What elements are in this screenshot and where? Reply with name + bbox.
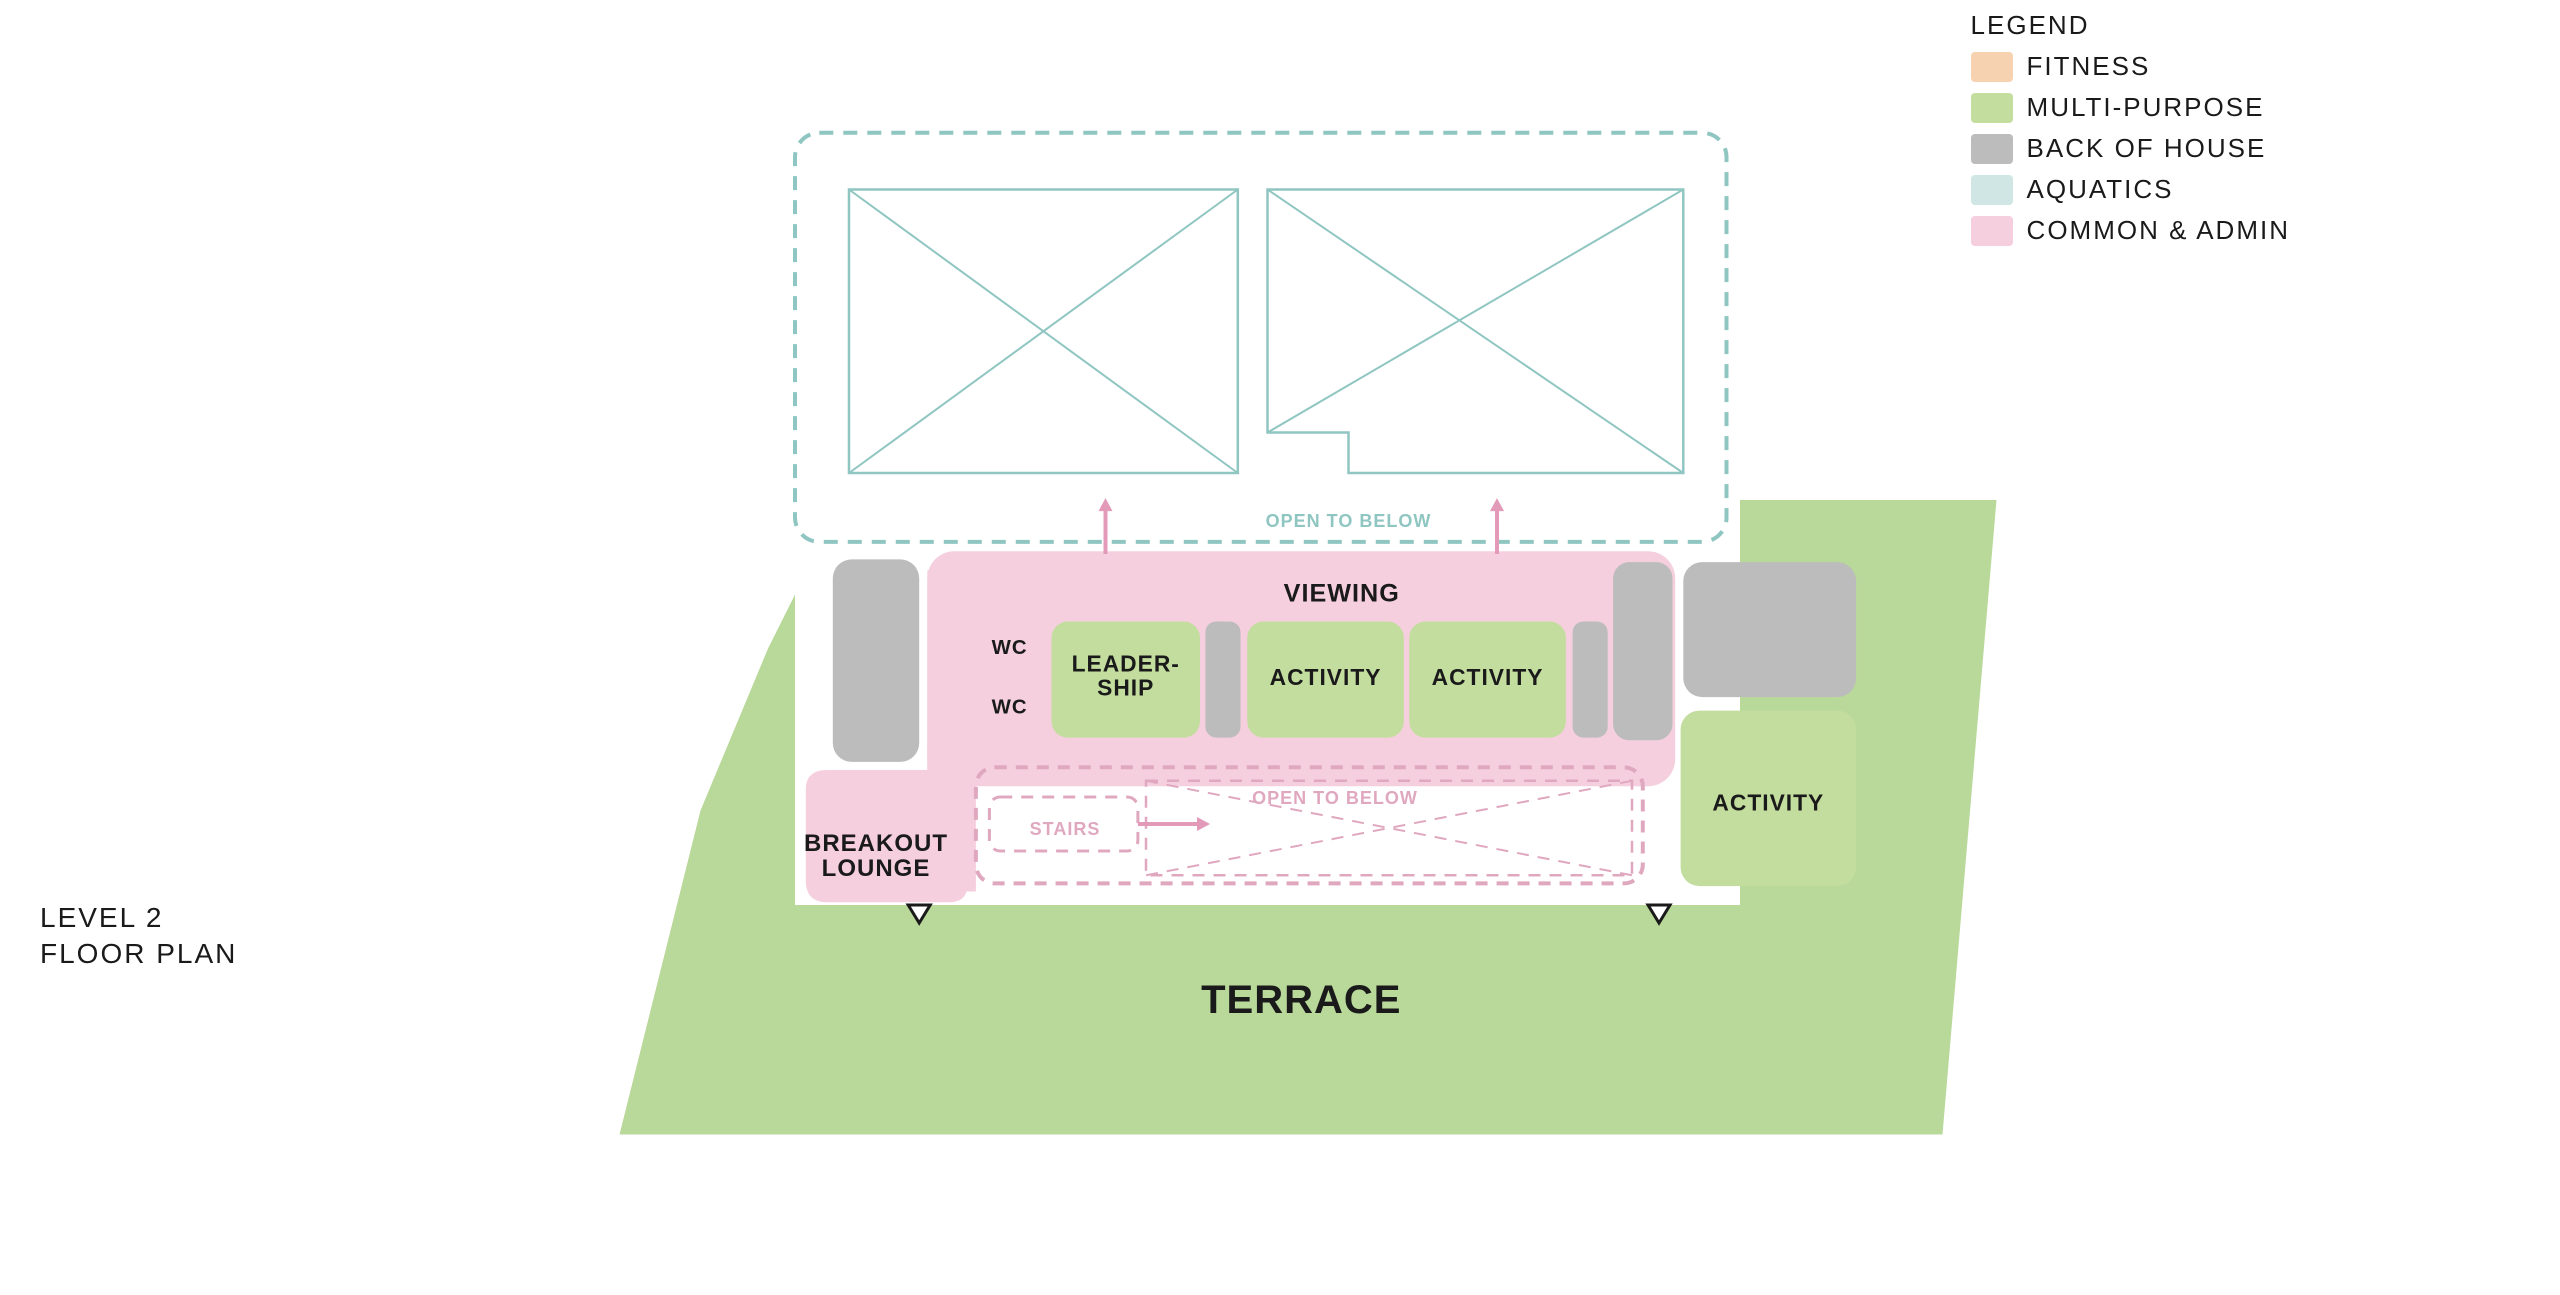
svg-text:ACTIVITY: ACTIVITY [1270, 664, 1382, 690]
svg-text:WC: WC [992, 696, 1028, 718]
svg-text:ACTIVITY: ACTIVITY [1712, 790, 1824, 816]
boh-block [1573, 622, 1608, 738]
svg-text:WC: WC [992, 637, 1028, 659]
floorplan-svg: OPEN TO BELOWWCWCLEADER-SHIPACTIVITYACTI… [0, 0, 2560, 1295]
svg-text:OPEN TO BELOW: OPEN TO BELOW [1252, 788, 1418, 808]
aquatics-boundary [795, 133, 1727, 542]
svg-text:OPEN TO BELOW: OPEN TO BELOW [1266, 511, 1432, 531]
floorplan-stage: LEVEL 2 FLOOR PLAN LEGEND FITNESS MULTI-… [0, 0, 2560, 1295]
svg-text:BREAKOUTLOUNGE: BREAKOUTLOUNGE [804, 830, 948, 882]
svg-text:TERRACE: TERRACE [1201, 978, 1401, 1022]
boh-block [1205, 622, 1240, 738]
svg-text:VIEWING: VIEWING [1284, 579, 1400, 607]
boh-block [1683, 562, 1856, 697]
svg-text:STAIRS: STAIRS [1030, 819, 1101, 839]
svg-text:ACTIVITY: ACTIVITY [1432, 664, 1544, 690]
boh-block [833, 559, 919, 762]
boh-block [1613, 562, 1672, 740]
